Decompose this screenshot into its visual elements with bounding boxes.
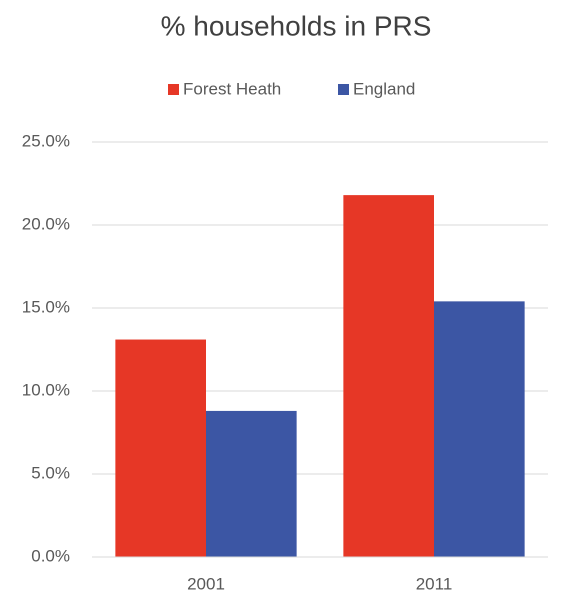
y-tick-label: 10.0%: [22, 380, 70, 399]
bar: [206, 410, 297, 557]
legend-label: Forest Heath: [183, 79, 281, 98]
y-tick-label: 0.0%: [31, 546, 70, 565]
bar: [343, 195, 434, 557]
x-tick-label: 2001: [187, 574, 225, 593]
y-tick-label: 15.0%: [22, 297, 70, 316]
y-tick-label: 25.0%: [22, 131, 70, 150]
y-tick-label: 20.0%: [22, 214, 70, 233]
chart-title: % households in PRS: [161, 10, 432, 41]
x-tick-label: 2011: [416, 574, 453, 593]
legend-swatch: [168, 84, 179, 95]
bar: [434, 301, 525, 557]
legend-swatch: [338, 84, 349, 95]
legend-label: England: [353, 79, 415, 98]
bar: [115, 339, 206, 557]
y-tick-label: 5.0%: [31, 463, 70, 482]
